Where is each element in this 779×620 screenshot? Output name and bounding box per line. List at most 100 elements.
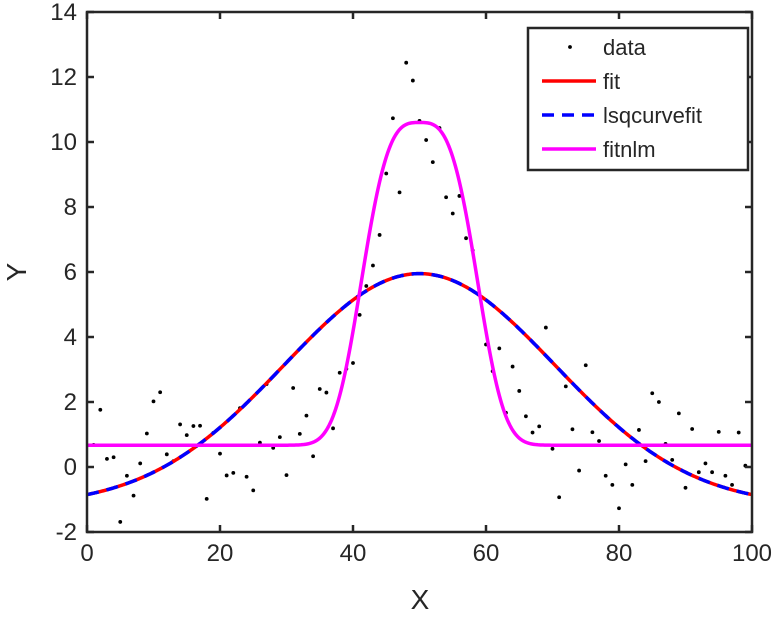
legend-label: data: [603, 35, 647, 60]
data-point: [450, 211, 455, 216]
data-point: [324, 390, 329, 395]
y-tick-label: 14: [50, 0, 77, 26]
data-point: [105, 456, 109, 461]
data-point: [178, 422, 183, 427]
data-point: [643, 459, 648, 464]
data-point: [98, 407, 103, 412]
plot-area: [87, 60, 752, 524]
data-point: [371, 263, 375, 268]
data-point: [158, 390, 163, 395]
series-group: [87, 60, 752, 524]
data-point: [244, 474, 249, 479]
y-tick-label: -2: [56, 519, 77, 546]
data-point: [597, 439, 601, 443]
y-tick-label: 4: [64, 324, 77, 351]
fit-curve: [87, 271, 752, 497]
data-point: [311, 454, 315, 459]
legend-box: [526, 26, 750, 172]
legend-item-data: data: [568, 35, 647, 60]
data-point: [218, 451, 222, 456]
x-tick-label: 60: [473, 540, 500, 567]
x-tick-label: 80: [606, 540, 633, 567]
legend-label: fitnlm: [603, 137, 656, 162]
data-point: [510, 364, 515, 369]
legend-item-fit: fit: [542, 69, 620, 94]
data-point: [138, 461, 143, 466]
data-point: [723, 473, 728, 478]
data-point: [603, 473, 608, 478]
data-point: [384, 171, 389, 176]
y-tick-label: 12: [50, 64, 77, 91]
data-point: [730, 482, 734, 487]
data-point: [131, 493, 136, 498]
data-point: [151, 399, 156, 404]
lsqcurvefit-curve: [87, 271, 752, 497]
y-tick-label: 10: [50, 129, 77, 156]
data-point: [377, 233, 382, 237]
data-point: [650, 391, 655, 396]
data-point: [397, 190, 402, 195]
data-point: [703, 461, 708, 466]
legend-item-fitnlm: fitnlm: [542, 137, 656, 162]
x-tick-label: 20: [207, 540, 234, 567]
data-point: [391, 116, 395, 121]
data-point: [198, 423, 202, 428]
data-point: [676, 411, 681, 416]
data-point: [530, 430, 535, 435]
data-point: [291, 386, 296, 390]
data-point: [464, 236, 468, 241]
data-point: [683, 485, 688, 490]
data-point: [364, 284, 369, 288]
x-tick-label: 0: [80, 540, 93, 567]
y-tick-label: 2: [64, 389, 77, 416]
data-point: [351, 361, 355, 365]
data-point: [623, 462, 628, 467]
data-point: [144, 431, 149, 436]
data-point: [537, 424, 542, 429]
data-point: [670, 457, 675, 462]
data-point: [497, 346, 502, 351]
data-point: [457, 194, 462, 198]
data-point: [251, 488, 256, 493]
data-point: [543, 325, 548, 330]
data-point: [191, 424, 196, 428]
data-point: [111, 455, 116, 460]
data-point: [517, 389, 522, 393]
data-point: [550, 446, 555, 451]
data-point: [164, 452, 169, 457]
data-point: [617, 506, 621, 511]
data-point: [224, 473, 229, 478]
y-tick-label: 8: [64, 194, 77, 221]
data-point: [736, 430, 741, 435]
data-point: [610, 482, 615, 487]
data-point: [444, 195, 448, 200]
data-point: [317, 387, 322, 391]
data-point: [284, 473, 289, 478]
data-point: [277, 435, 282, 439]
data-point: [563, 384, 568, 389]
data-point: [404, 60, 409, 65]
data-point: [430, 160, 435, 165]
legend-item-lsqcurvefit: lsqcurvefit: [542, 103, 702, 128]
x-tick-label: 100: [732, 540, 772, 567]
data-point: [204, 496, 209, 501]
data-point: [184, 433, 189, 438]
data-point: [577, 468, 581, 473]
data-point: [297, 431, 302, 436]
data-point: [690, 427, 695, 431]
data-point: [630, 482, 635, 487]
data-point: [125, 473, 129, 478]
data-point: [331, 426, 335, 431]
legend-label: lsqcurvefit: [603, 103, 702, 128]
x-tick-label: 40: [340, 540, 367, 567]
data-point: [231, 470, 236, 475]
y-axis-label: Y: [1, 262, 32, 281]
data-point: [710, 470, 714, 475]
data-point: [590, 430, 595, 435]
data-point: [657, 400, 661, 404]
data-point: [304, 413, 309, 418]
data-point: [557, 495, 562, 500]
data-point: [424, 138, 429, 142]
